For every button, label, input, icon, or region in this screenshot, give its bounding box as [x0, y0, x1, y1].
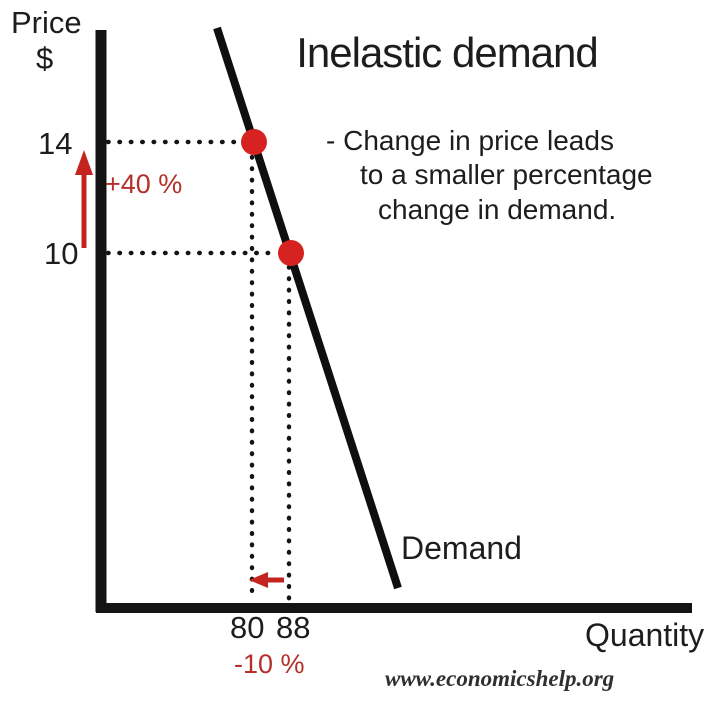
- x-tick-88: 88: [276, 610, 311, 645]
- quantity-decrease-arrow-icon: [249, 572, 284, 588]
- y-tick-14: 14: [38, 126, 73, 161]
- y-axis-title: Price: [11, 5, 82, 40]
- price-change-label: +40 %: [105, 169, 183, 199]
- point-price10-quantity88: [278, 240, 304, 266]
- chart-title: Inelastic demand: [296, 29, 599, 76]
- description-line-1: - Change in price leads: [326, 125, 614, 156]
- watermark-text: www.economicshelp.org: [385, 666, 615, 691]
- demand-curve-label: Demand: [401, 530, 522, 566]
- point-price14-quantity80: [241, 129, 267, 155]
- x-tick-80: 80: [230, 610, 265, 645]
- price-increase-arrow-icon: [75, 150, 93, 248]
- quantity-change-label: -10 %: [234, 649, 305, 679]
- demand-curve: [213, 26, 402, 590]
- y-tick-10: 10: [44, 236, 79, 271]
- y-axis-unit: $: [36, 41, 54, 76]
- description-line-3: change in demand.: [378, 194, 617, 225]
- x-axis-label: Quantity: [585, 617, 705, 653]
- description-line-2: to a smaller percentage: [360, 159, 653, 190]
